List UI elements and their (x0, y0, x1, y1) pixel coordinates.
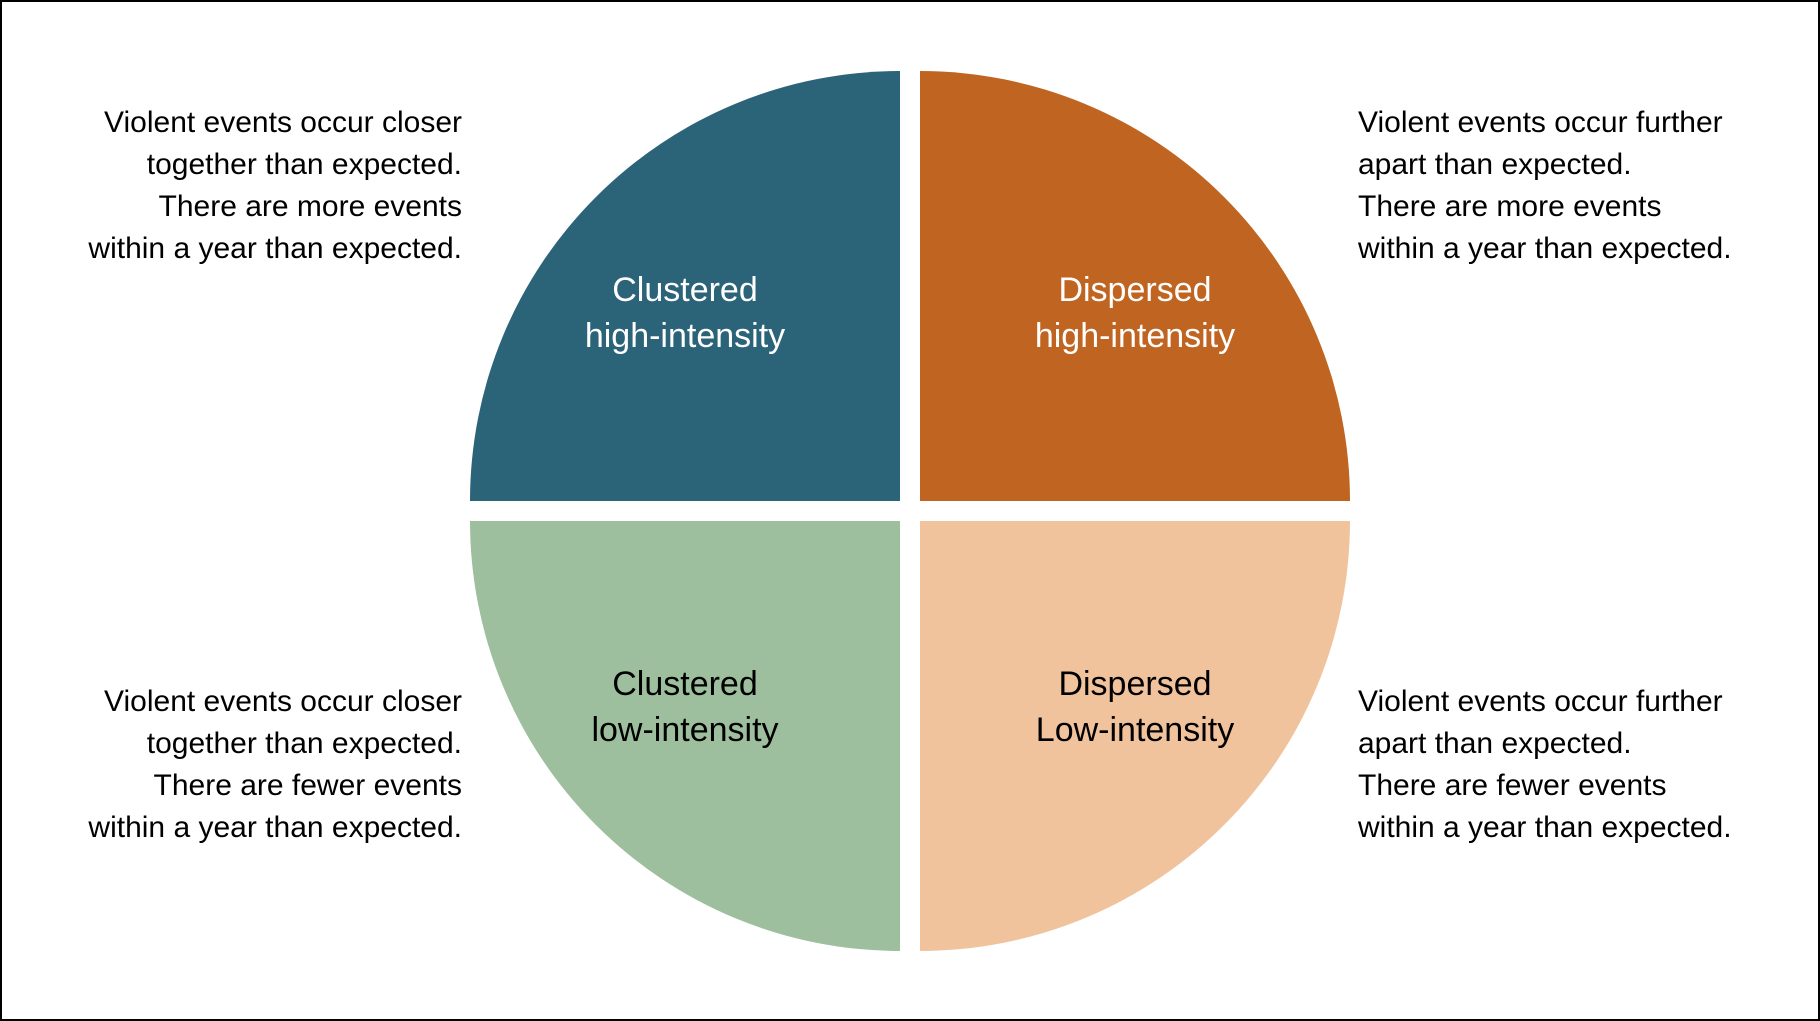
quadrant-top-left-label: Clustered high-intensity (545, 268, 825, 360)
quadrant-top-left: Clustered high-intensity (470, 71, 900, 501)
quadrant-circle: Clustered high-intensity Dispersed high-… (470, 71, 1350, 951)
annotation-top-right: Violent events occur further apart than … (1358, 102, 1788, 270)
quadrant-top-right: Dispersed high-intensity (920, 71, 1350, 501)
quadrant-bottom-left: Clustered low-intensity (470, 521, 900, 951)
quadrant-top-right-label: Dispersed high-intensity (995, 268, 1275, 360)
annotation-top-left: Violent events occur closer together tha… (32, 102, 462, 270)
annotation-bottom-left: Violent events occur closer together tha… (32, 681, 462, 849)
quadrant-bottom-right-label: Dispersed Low-intensity (996, 662, 1274, 754)
diagram-container: Clustered high-intensity Dispersed high-… (2, 2, 1818, 1019)
quadrant-bottom-right: Dispersed Low-intensity (920, 521, 1350, 951)
quadrant-bottom-left-label: Clustered low-intensity (551, 662, 818, 754)
annotation-bottom-right: Violent events occur further apart than … (1358, 681, 1788, 849)
